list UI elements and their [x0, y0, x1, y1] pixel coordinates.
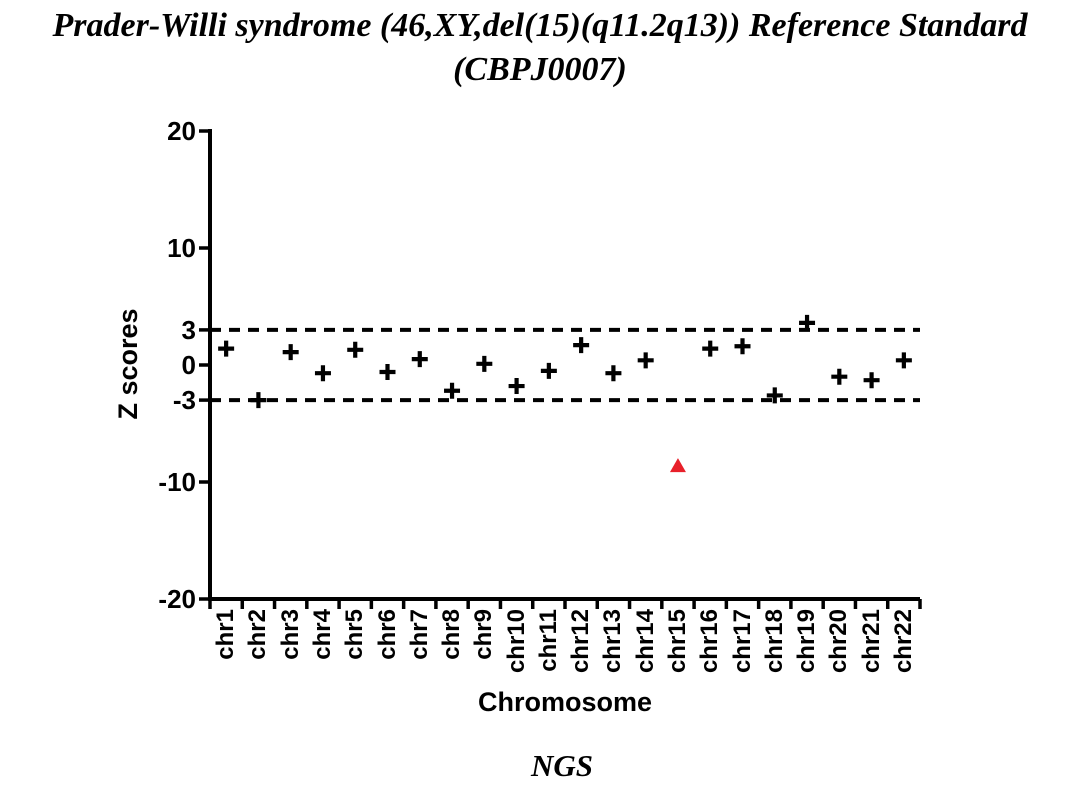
x-tick-label-chr14: chr14	[631, 609, 659, 674]
plus-marker-chr7	[411, 351, 428, 368]
plus-marker-chr16	[702, 340, 719, 357]
plus-marker-chr13	[605, 365, 622, 382]
x-tick-label-chr19: chr19	[793, 609, 821, 674]
x-tick-label-chr22: chr22	[889, 609, 917, 674]
dataset-label: NGS	[530, 748, 594, 783]
plus-marker-chr20	[831, 368, 848, 385]
x-tick-label-chr2: chr2	[244, 609, 272, 660]
y-tick-label--10: -10	[158, 467, 196, 497]
y-tick-label-0: 0	[181, 350, 196, 380]
x-tick-label-chr1: chr1	[212, 609, 240, 660]
plus-marker-chr21	[863, 372, 880, 389]
chart-title-line1: Prader-Willi syndrome (46,XY,del(15)(q11…	[52, 7, 1028, 44]
x-tick-label-chr9: chr9	[470, 609, 498, 660]
chart-title-line2: (CBPJ0007)	[453, 51, 627, 88]
plus-marker-chr8	[444, 382, 461, 399]
x-tick-label-chr12: chr12	[567, 609, 595, 674]
plus-marker-chr4	[314, 365, 331, 382]
y-tick-label--3: -3	[172, 385, 196, 416]
plus-marker-chr17	[734, 338, 751, 355]
x-tick-label-chr3: chr3	[276, 609, 304, 660]
y-tick-label-10: 10	[167, 233, 196, 263]
x-tick-label-chr18: chr18	[760, 609, 788, 674]
plus-marker-chr1	[218, 340, 235, 357]
x-tick-label-chr13: chr13	[599, 609, 627, 674]
x-tick-label-chr16: chr16	[696, 609, 724, 674]
plus-marker-chr3	[282, 344, 299, 361]
x-axis-title: Chromosome	[477, 687, 653, 717]
x-tick-label-chr4: chr4	[308, 609, 336, 660]
x-tick-label-chr15: chr15	[663, 609, 691, 674]
x-tick-label-chr10: chr10	[502, 609, 530, 674]
x-tick-label-chr6: chr6	[373, 609, 401, 660]
triangle-marker-chr15	[669, 458, 686, 473]
plus-marker-chr12	[573, 337, 590, 354]
chart-title: Prader-Willi syndrome (46,XY,del(15)(q11…	[0, 4, 1080, 92]
x-tick-label-chr5: chr5	[341, 609, 369, 660]
x-tick-label-chr8: chr8	[438, 609, 466, 660]
plus-marker-chr18	[766, 387, 783, 404]
x-tick-label-chr21: chr21	[857, 609, 885, 674]
x-tick-label-chr7: chr7	[405, 609, 433, 660]
plus-marker-chr6	[379, 364, 396, 381]
plus-marker-chr19	[799, 314, 816, 331]
y-tick-label--20: -20	[158, 584, 196, 614]
y-tick-label-3: 3	[181, 314, 196, 345]
x-tick-label-chr20: chr20	[825, 609, 853, 674]
plus-marker-chr9	[476, 355, 493, 372]
y-tick-label-20: 20	[167, 116, 196, 146]
x-tick-label-chr17: chr17	[728, 609, 756, 674]
x-tick-label-chr11: chr11	[534, 609, 562, 672]
plus-marker-chr22	[895, 352, 912, 369]
plus-marker-chr11	[540, 362, 557, 379]
plus-marker-chr14	[637, 352, 654, 369]
plus-marker-chr10	[508, 378, 525, 395]
plus-marker-chr2	[250, 392, 267, 409]
plus-marker-chr5	[347, 341, 364, 358]
